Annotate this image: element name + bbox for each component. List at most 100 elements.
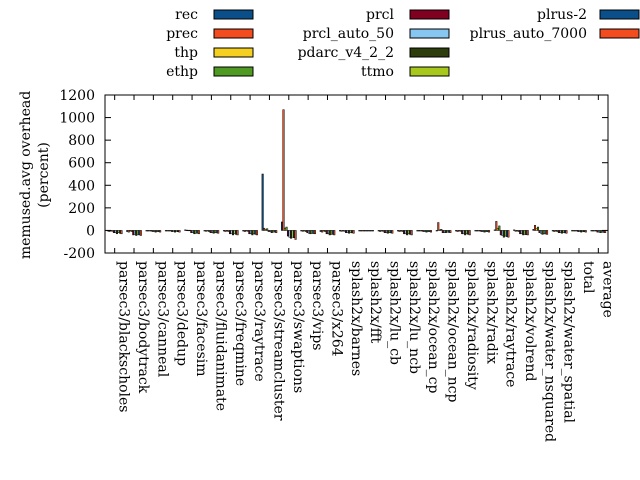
bar-plrus_auto_7000 (468, 230, 471, 236)
bar-plrus_auto_7000 (159, 230, 162, 233)
x-tick-label: parsec3/fluidanimate (212, 261, 228, 411)
x-tick-label: parsec3/vips (309, 261, 325, 350)
legend-swatch-prcl_auto_50 (409, 28, 450, 39)
y-axis: -200 0 200 400 600 800 1000 1200 (59, 88, 608, 262)
x-tick-label: parsec3/dedup (174, 261, 190, 366)
x-tick-label: average (599, 261, 615, 318)
bar-ethp (285, 226, 288, 231)
bar-plrus_auto_7000 (333, 230, 336, 236)
legend-swatch-thp (213, 47, 254, 58)
bar-plrus_auto_7000 (139, 230, 142, 236)
y-axis-label-line2: (percent) (36, 142, 52, 208)
x-tick-label: splash2x/raytrace (503, 261, 519, 387)
bar-ethp (537, 226, 540, 231)
legend-swatch-prec (213, 28, 254, 39)
x-tick-label: splash2x/ocean_cp (425, 261, 441, 393)
legend-label-pdarc_v4_2_2: pdarc_v4_2_2 (298, 45, 394, 61)
legend-label-prcl: prcl (366, 7, 394, 23)
bar-rec (261, 173, 264, 231)
bar-plrus_auto_7000 (352, 230, 355, 234)
bar-plrus_auto_7000 (449, 230, 452, 233)
bar-ethp (440, 229, 443, 231)
bar-plrus_auto_7000 (313, 230, 316, 235)
legend-swatch-ttmo (409, 66, 450, 77)
legend-swatch-plrus_auto_7000 (599, 28, 640, 39)
bar-plrus_auto_7000 (391, 230, 394, 234)
x-tick-label: splash2x/lu_cb (387, 261, 403, 365)
bar-ethp (266, 228, 269, 231)
bar-rec (435, 230, 438, 232)
legend-label-ethp: ethp (166, 64, 198, 80)
y-axis-label-line1: memused.avg overhead (18, 91, 34, 259)
legend-swatch-ethp (213, 66, 254, 77)
legend-label-prec: prec (166, 26, 198, 42)
bar-plrus_auto_7000 (371, 230, 374, 232)
bar-plrus_auto_7000 (236, 230, 239, 236)
legend-label-ttmo: ttmo (361, 64, 394, 80)
x-tick-label: total (580, 261, 596, 294)
x-tick-label: splash2x/radiosity (464, 261, 480, 390)
legend-label-prcl_auto_50: prcl_auto_50 (303, 26, 394, 42)
y-tick-label: 800 (68, 133, 95, 149)
bar-plrus_auto_7000 (120, 230, 123, 235)
bar-plrus_auto_7000 (429, 230, 433, 233)
y-tick-label: 400 (68, 178, 95, 194)
legend-swatch-plrus-2 (599, 9, 640, 20)
y-tick-label: -200 (64, 246, 95, 262)
bar-plrus_auto_7000 (255, 230, 258, 236)
bar-plrus_auto_7000 (546, 230, 549, 235)
legend-label-rec: rec (175, 7, 198, 23)
plot-area (104, 94, 609, 254)
legend: rec prec thp ethp prcl prcl_auto_50 pdarc_v4_2… (166, 7, 640, 80)
y-tick-label: 1200 (59, 88, 95, 104)
bar-prec (282, 109, 285, 231)
legend-swatch-prcl (409, 9, 450, 20)
bar-ethp (498, 225, 501, 231)
legend-label-plrus_auto_7000: plrus_auto_7000 (470, 26, 587, 42)
bar-plrus_auto_7000 (178, 230, 181, 233)
bar-rec (513, 229, 516, 231)
x-tick-label: parsec3/canneal (154, 261, 170, 378)
bar-plrus_auto_7000 (217, 230, 220, 234)
y-axis-label: memused.avg overhead (percent) (18, 91, 52, 259)
x-tick-label: parsec3/bodytrack (135, 261, 151, 394)
x-tick-label: splash2x/fft (367, 261, 383, 344)
bar-plrus_auto_7000 (294, 230, 297, 240)
y-tick-label: 600 (68, 156, 95, 172)
legend-label-plrus-2: plrus-2 (537, 7, 587, 23)
bar-plrus_auto_7000 (584, 230, 587, 233)
bar-prec (534, 225, 537, 231)
bar-plrus_auto_7000 (488, 230, 491, 233)
bar-plrus_auto_7000 (410, 230, 413, 236)
bar-plrus_auto_7000 (526, 230, 529, 236)
x-tick-label: splash2x/radix (483, 261, 499, 364)
bar-plrus_auto_7000 (565, 230, 568, 234)
legend-swatch-pdarc_v4_2_2 (409, 47, 450, 58)
x-tick-label: splash2x/water_spatial (561, 261, 577, 424)
x-tick-label: splash2x/water_nsquared (541, 261, 557, 442)
x-tick-label: parsec3/facesim (193, 261, 209, 377)
y-tick-label: 1000 (59, 111, 95, 127)
legend-label-thp: thp (174, 45, 198, 61)
legend-swatch-rec (213, 9, 254, 20)
bar-plrus_auto_7000 (197, 230, 200, 235)
x-tick-label: parsec3/blackscholes (116, 261, 132, 412)
bar-prec (495, 221, 498, 231)
x-tick-label: splash2x/barnes (348, 261, 364, 376)
bar-prec (437, 222, 440, 231)
bar-plrus_auto_7000 (275, 230, 278, 233)
x-tick-label: parsec3/raytrace (251, 261, 267, 382)
bar-plrus_auto_7000 (507, 230, 510, 238)
x-tick-label: parsec3/swaptions (290, 261, 306, 393)
x-tick-label: parsec3/streamcluster (270, 261, 286, 421)
x-tick-label: parsec3/freqmine (232, 261, 248, 386)
x-tick-label: splash2x/ocean_ncp (445, 261, 461, 402)
y-tick-label: 0 (86, 223, 95, 239)
plot-frame (104, 94, 609, 254)
x-tick-label: splash2x/volrend (522, 261, 538, 382)
x-tick-label: splash2x/lu_ncb (406, 261, 422, 374)
x-tick-label: parsec3/x264 (328, 261, 344, 357)
x-axis: parsec3/blackscholes parsec3/bodytrack par… (114, 95, 615, 442)
y-tick-label: 200 (68, 201, 95, 217)
